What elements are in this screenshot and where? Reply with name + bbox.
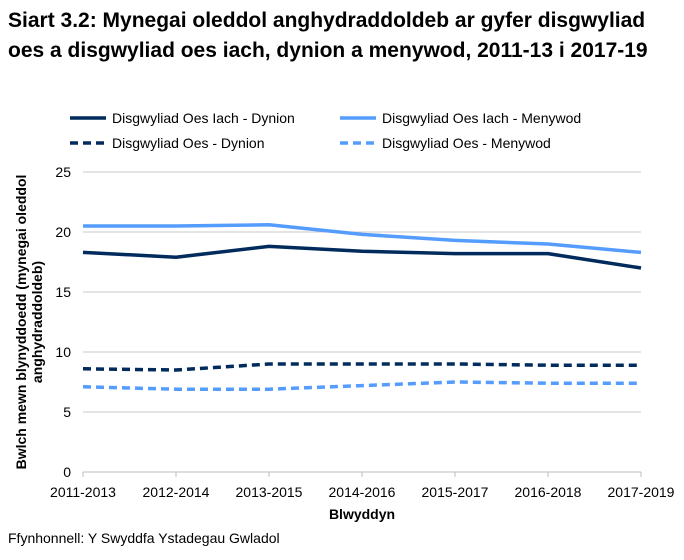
chart-title: Siart 3.2: Mynegai oleddol anghydraddold… <box>8 9 648 62</box>
y-tick-label: 20 <box>55 224 71 240</box>
x-tick-label: 2017-2019 <box>608 484 675 500</box>
legend-label: Disgwyliad Oes - Menywod <box>382 135 551 151</box>
y-tick-label: 25 <box>55 164 71 180</box>
x-axis-title: Blwyddyn <box>329 506 395 522</box>
legend-label: Disgwyliad Oes - Dynion <box>112 135 265 151</box>
x-tick-label: 2015-2017 <box>422 484 489 500</box>
series-line-2 <box>82 362 641 372</box>
y-tick-label: 5 <box>63 404 71 420</box>
y-tick-label: 10 <box>55 344 71 360</box>
x-tick-label: 2014-2016 <box>329 484 396 500</box>
legend-label: Disgwyliad Oes Iach - Menywod <box>382 110 581 126</box>
y-axis-title: Bwlch mewn blynyddoedd (mynegai oleddola… <box>13 175 45 470</box>
y-tick-label: 15 <box>55 284 71 300</box>
series-line-1 <box>83 223 642 255</box>
x-tick-label: 2013-2015 <box>236 484 303 500</box>
x-tick-label: 2012-2014 <box>143 484 210 500</box>
x-tick-label: 2016-2018 <box>515 484 582 500</box>
x-tick-label: 2011-2013 <box>50 484 116 500</box>
series-line-0 <box>82 244 642 270</box>
source-note: Ffynhonnell: Y Swyddfa Ystadegau Gwladol <box>8 530 280 546</box>
y-tick-label: 0 <box>63 464 71 480</box>
legend-label: Disgwyliad Oes Iach - Dynion <box>112 110 295 126</box>
